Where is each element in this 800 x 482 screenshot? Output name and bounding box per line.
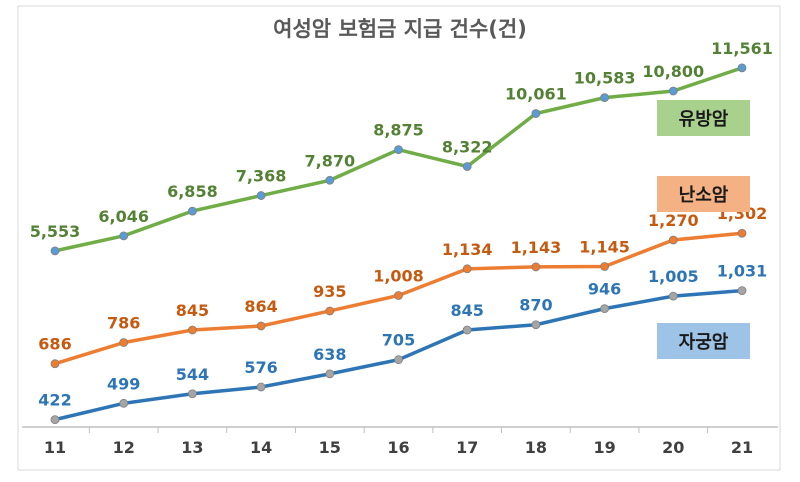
data-label: 1,145 — [579, 237, 630, 256]
legend-swatch — [657, 176, 750, 212]
data-label: 1,143 — [511, 238, 562, 257]
legend-label: 자궁암 — [679, 332, 729, 353]
data-label: 11,561 — [711, 39, 773, 58]
data-point — [325, 306, 335, 316]
data-point — [668, 86, 678, 96]
data-point — [256, 321, 266, 331]
data-label: 10,583 — [574, 69, 636, 88]
data-label: 705 — [382, 331, 415, 350]
data-label: 845 — [176, 301, 209, 320]
data-point — [50, 359, 60, 369]
data-label: 1,270 — [648, 211, 699, 230]
data-label: 10,061 — [505, 85, 567, 104]
data-point — [531, 320, 541, 330]
data-point — [737, 286, 747, 296]
data-label: 946 — [588, 280, 621, 299]
chart-title: 여성암 보험금 지급 건수(건) — [273, 17, 527, 41]
data-label: 5,553 — [30, 222, 81, 241]
data-label: 499 — [107, 374, 140, 393]
data-label: 1,031 — [717, 262, 768, 281]
data-point — [462, 325, 472, 335]
data-point — [737, 63, 747, 73]
data-label: 870 — [519, 296, 552, 315]
chart-frame — [17, 5, 781, 471]
data-point — [600, 262, 609, 271]
x-tick-label: 13 — [181, 438, 203, 457]
x-tick-label: 17 — [456, 438, 478, 457]
data-point — [462, 162, 472, 171]
data-point — [600, 304, 609, 314]
data-label: 864 — [244, 297, 277, 316]
data-label: 1,008 — [373, 267, 424, 286]
x-tick-label: 12 — [113, 438, 135, 457]
x-tick-label: 21 — [731, 438, 753, 457]
data-label: 544 — [176, 365, 209, 384]
data-label: 576 — [244, 358, 277, 377]
x-tick-label: 16 — [387, 438, 409, 457]
x-tick-label: 11 — [44, 438, 66, 457]
data-point — [394, 291, 403, 300]
data-point — [325, 369, 335, 379]
data-point — [737, 228, 747, 238]
data-point — [668, 291, 678, 301]
x-tick-label: 20 — [662, 438, 684, 457]
data-point — [50, 246, 60, 256]
data-point — [394, 355, 403, 365]
legend-label: 유방암 — [679, 109, 729, 130]
data-point — [50, 415, 60, 425]
data-label: 8,322 — [442, 138, 493, 157]
data-point — [531, 262, 541, 272]
data-point — [187, 325, 197, 335]
data-point — [187, 389, 197, 399]
legend-swatch — [657, 323, 750, 359]
data-point — [325, 175, 335, 185]
data-point — [531, 109, 541, 118]
legend-item: 유방암 — [657, 100, 750, 136]
x-tick-label: 15 — [319, 438, 341, 457]
data-label: 1,134 — [442, 240, 493, 259]
data-point — [668, 235, 678, 245]
data-point — [394, 145, 403, 155]
data-point — [256, 382, 266, 392]
data-label: 6,858 — [167, 182, 218, 201]
data-label: 786 — [107, 314, 140, 333]
data-label: 6,046 — [98, 207, 149, 226]
data-point — [119, 231, 129, 241]
data-label: 8,875 — [373, 121, 424, 140]
data-label: 845 — [450, 301, 483, 320]
data-label: 7,368 — [236, 167, 287, 186]
x-tick-label: 19 — [593, 438, 615, 457]
legend-swatch — [657, 100, 750, 136]
data-label: 935 — [313, 282, 346, 301]
data-label: 7,870 — [304, 151, 355, 170]
data-point — [600, 93, 609, 103]
x-tick-label: 14 — [250, 438, 272, 457]
legend-item: 자궁암 — [657, 323, 750, 359]
data-point — [119, 398, 129, 408]
x-tick-label: 18 — [525, 438, 547, 457]
data-point — [462, 264, 472, 274]
data-point — [256, 191, 266, 200]
data-label: 638 — [313, 345, 346, 364]
data-label: 686 — [38, 335, 71, 354]
legend-item: 난소암 — [657, 176, 750, 212]
data-point — [187, 206, 197, 216]
legend-label: 난소암 — [679, 185, 729, 206]
data-label: 1,005 — [648, 267, 699, 286]
data-point — [119, 338, 129, 347]
data-label: 422 — [38, 391, 71, 410]
data-label: 10,800 — [642, 62, 704, 81]
